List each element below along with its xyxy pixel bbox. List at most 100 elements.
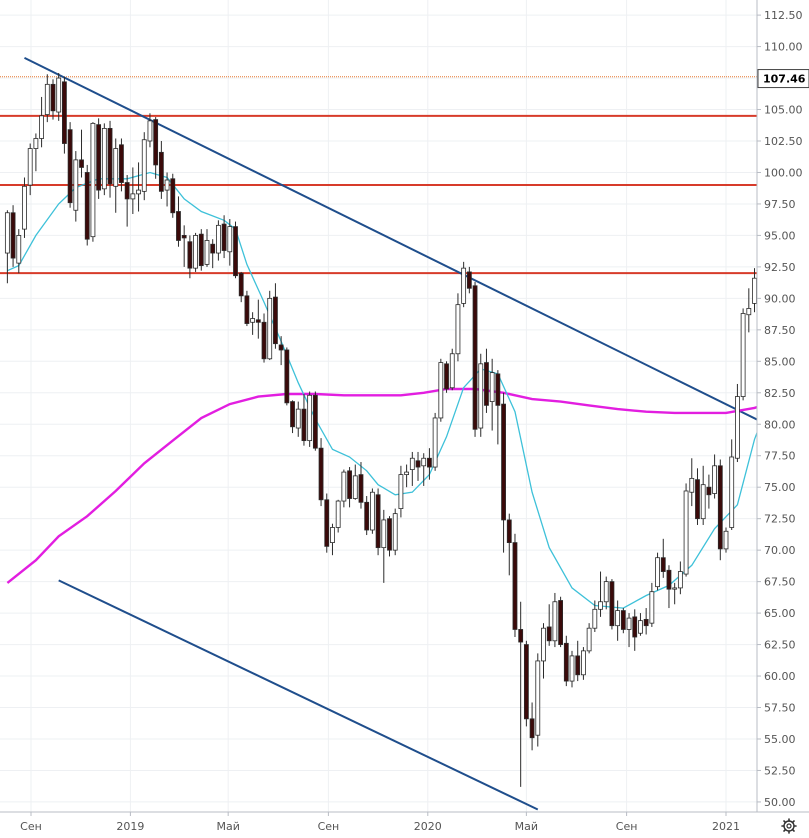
candle [518,601,524,787]
gear-icon[interactable] [781,818,797,834]
candle-body-up [381,519,387,549]
candle-body-up [615,610,621,627]
candle [569,650,575,688]
candle [415,451,421,481]
moving-average-long [6,386,807,584]
moving-averages [6,171,807,609]
candle [398,465,404,518]
candle [489,358,495,431]
candle-body-up [677,571,683,589]
candle-body-down [84,172,90,240]
candle [4,210,10,284]
candle [153,117,159,179]
candle-body-up [295,408,301,429]
candle-body-down [444,363,449,390]
candle [107,120,113,198]
candle [250,312,256,335]
candle [44,74,50,123]
price-tick-label: 87.50 [764,324,796,337]
candle [347,467,352,508]
candle-body-up [735,396,740,459]
candle [358,462,364,509]
candle [438,358,444,422]
candle-body-up [16,235,22,264]
candle-body-up [33,138,39,149]
candle-body-down [523,644,529,720]
candle-body-up [250,318,256,323]
candle [523,640,529,727]
candle [164,172,170,207]
candle-body-up [398,474,404,510]
candle-body-down [484,362,489,406]
candle [181,225,187,267]
candle [381,509,387,583]
candle [620,608,626,634]
time-axis[interactable]: Сен 2019 Май Сен 2020 Май Сен 2021 [0,811,809,838]
candle [369,488,375,534]
candle [330,523,335,556]
candle [581,647,586,680]
candle-body-down [290,401,295,428]
candle-body-down [10,212,16,259]
candle-body-down [50,83,56,112]
candle [187,235,193,279]
candle-body-down [312,394,318,449]
candle-body-down [529,718,535,739]
candle [221,215,227,259]
candle [27,143,33,196]
time-tick-label: Сен [20,820,42,833]
candle-body-up [541,627,546,662]
candle [238,271,244,303]
candle [50,79,56,120]
candle [335,499,341,533]
candle [563,635,569,687]
candle [141,132,147,201]
candle [387,516,392,557]
candle [62,76,67,154]
time-tick-label: Май [216,820,239,833]
candle [603,576,609,610]
candle [689,458,695,507]
time-tick-label: 2019 [116,820,144,833]
candle [598,571,603,617]
candle [22,177,27,238]
last-price-badge [757,69,809,89]
candle [318,438,324,507]
candle [198,229,204,271]
candle [444,361,449,393]
price-tick-label: 72.50 [764,513,796,526]
candle-body-down [278,344,284,351]
price-tick-label: 92.50 [764,261,796,274]
candle-body-up [729,456,735,528]
candle-body-up [449,353,455,389]
chart-grid [0,0,757,812]
candle-body-up [335,500,341,528]
time-tick-label: 2021 [712,820,740,833]
candle [136,162,141,212]
last-price-label: 107.46 [763,73,806,86]
candle-body-up [267,297,273,360]
candle [466,266,472,294]
candle [638,613,643,636]
candle [575,640,581,682]
trendlines [24,57,773,811]
candle [655,552,660,591]
candle-body-down [501,403,506,521]
candle [729,439,735,531]
candle-body-down [67,129,73,204]
price-axis[interactable]: 50.00 52.50 55.00 57.50 60.00 62.50 65.00 67.50… [756,0,809,812]
candle [312,391,318,451]
candle [746,288,752,333]
candle-body-down [558,600,564,645]
candle-body-down [255,319,261,323]
candle-body-up [4,212,10,254]
candle-body-down [244,295,250,324]
candle-body-up [723,530,729,550]
candle-body-down [158,151,164,192]
candle-body-down [210,243,216,254]
candle-body-up [438,362,444,419]
candle [255,299,261,339]
candle [535,653,541,747]
candle [56,73,62,121]
